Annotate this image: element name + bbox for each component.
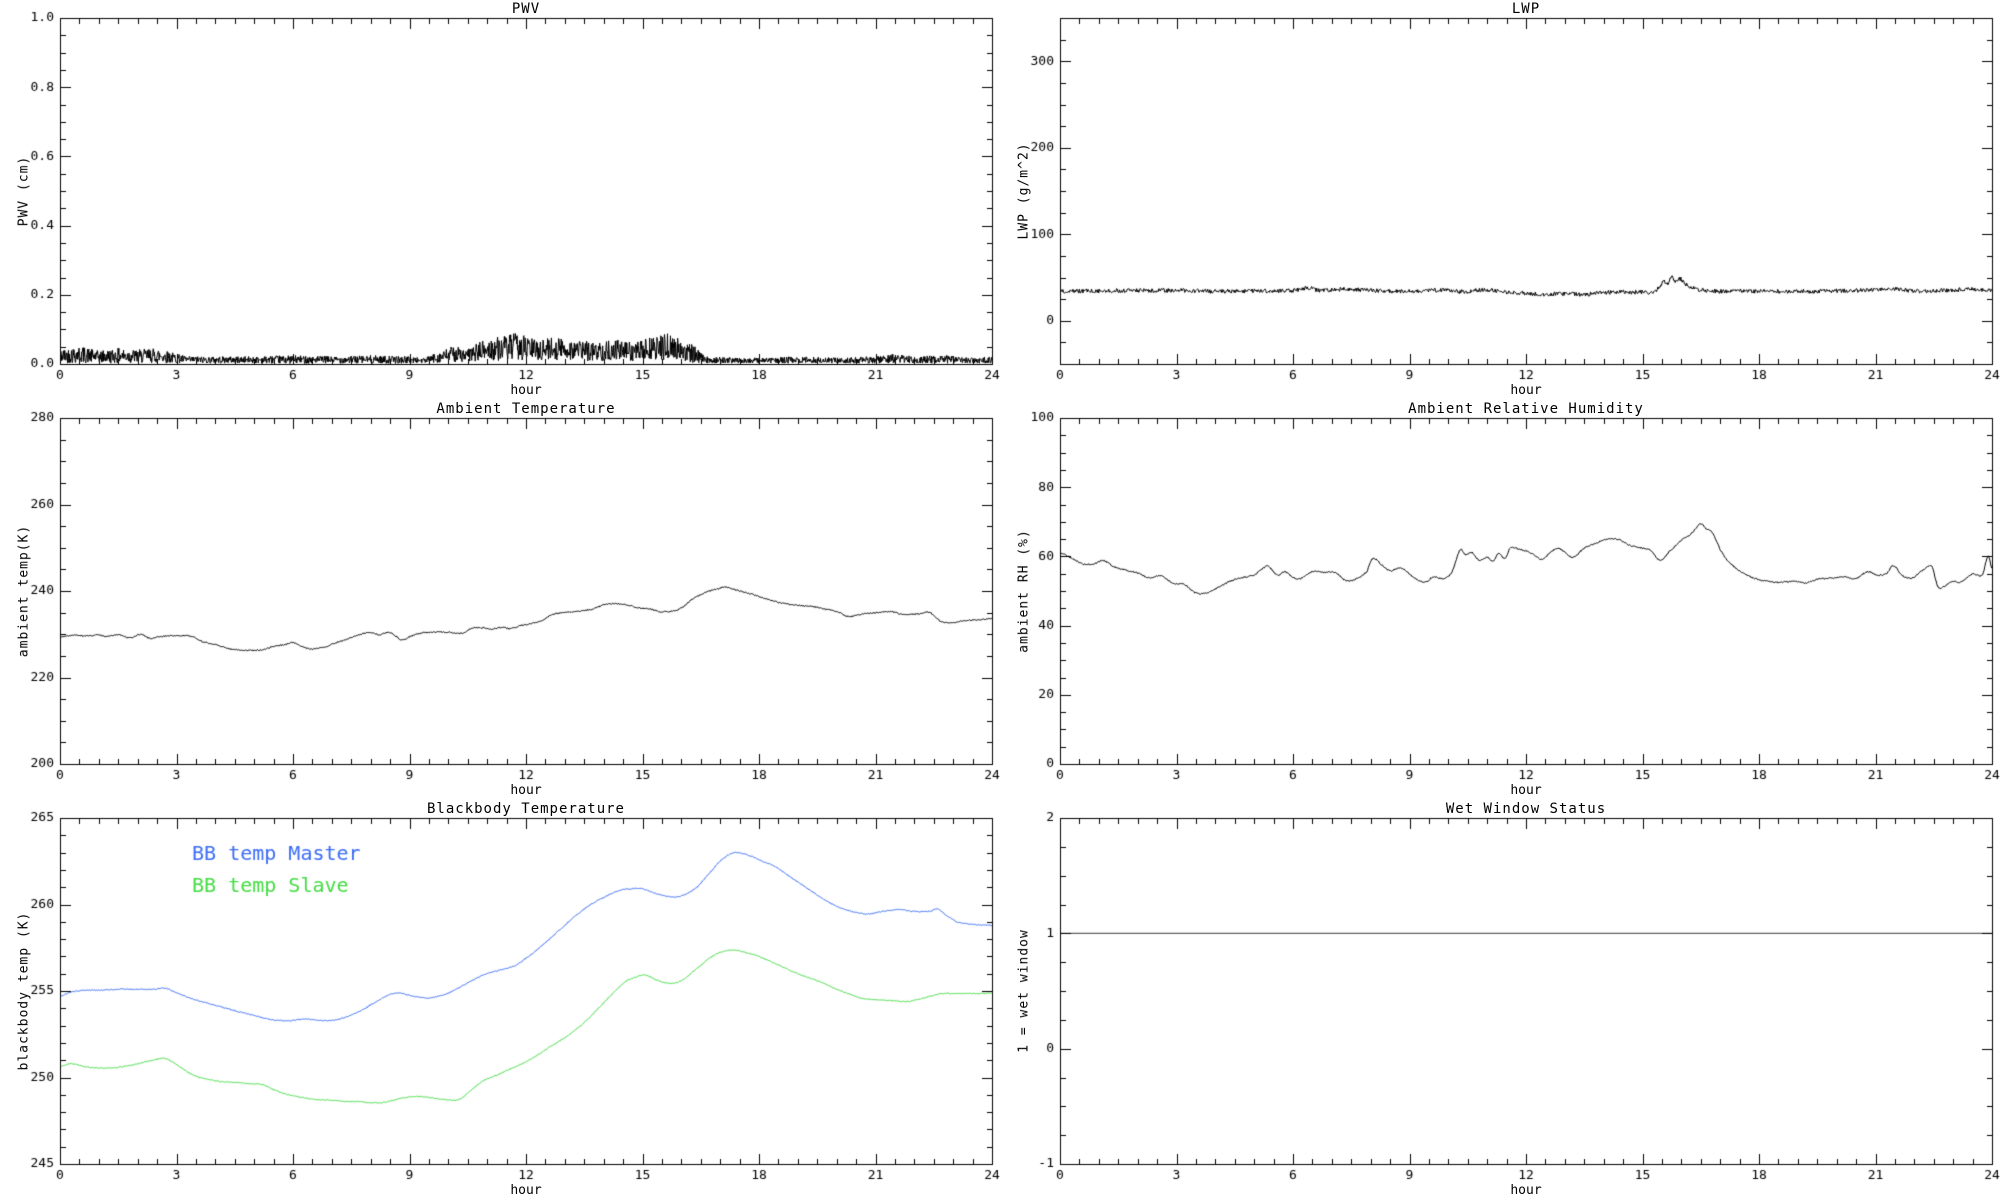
ambient-temperature-y-axis-label: ambient temp(K) <box>16 524 32 658</box>
panel-blackbody-temperature: Blackbody Temperature blackbody temp (K)… <box>0 800 1000 1200</box>
blackbody-x-axis-label: hour <box>510 1183 542 1198</box>
ambient-rh-x-axis-label: hour <box>1510 783 1542 798</box>
ambient-temperature-plot-title: Ambient Temperature <box>436 401 616 417</box>
lwp-plot-canvas <box>1000 0 2000 400</box>
wet-window-y-axis-label: 1 = wet window <box>1016 929 1032 1053</box>
blackbody-y-axis-label: blackbody temp (K) <box>16 911 32 1071</box>
pwv-y-axis-label: PWV (cm) <box>16 155 32 227</box>
panel-lwp: LWP LWP (g/m^2) hour <box>1000 0 2000 400</box>
lwp-x-axis-label: hour <box>1510 383 1542 398</box>
ambient-temperature-plot-canvas <box>0 400 1000 800</box>
wet-window-plot-canvas <box>1000 800 2000 1200</box>
ambient-rh-y-axis-label: ambient RH (%) <box>1016 529 1032 653</box>
ambient-temperature-x-axis-label: hour <box>510 783 542 798</box>
wet-window-plot-title: Wet Window Status <box>1445 801 1607 817</box>
ambient-rh-plot-title: Ambient Relative Humidity <box>1408 401 1644 417</box>
blackbody-plot-canvas <box>0 800 1000 1200</box>
panel-wet-window-status: Wet Window Status 1 = wet window hour <box>1000 800 2000 1200</box>
panel-pwv: PWV PWV (cm) hour <box>0 0 1000 400</box>
pwv-x-axis-label: hour <box>510 383 542 398</box>
lwp-plot-title: LWP <box>1511 1 1541 17</box>
ambient-rh-plot-canvas <box>1000 400 2000 800</box>
panel-ambient-temperature: Ambient Temperature ambient temp(K) hour <box>0 400 1000 800</box>
lwp-y-axis-label: LWP (g/m^2) <box>1016 142 1032 240</box>
blackbody-plot-title: Blackbody Temperature <box>426 801 625 817</box>
pwv-plot-title: PWV <box>511 1 541 17</box>
panel-ambient-relative-humidity: Ambient Relative Humidity ambient RH (%)… <box>1000 400 2000 800</box>
wet-window-x-axis-label: hour <box>1510 1183 1542 1198</box>
pwv-plot-canvas <box>0 0 1000 400</box>
